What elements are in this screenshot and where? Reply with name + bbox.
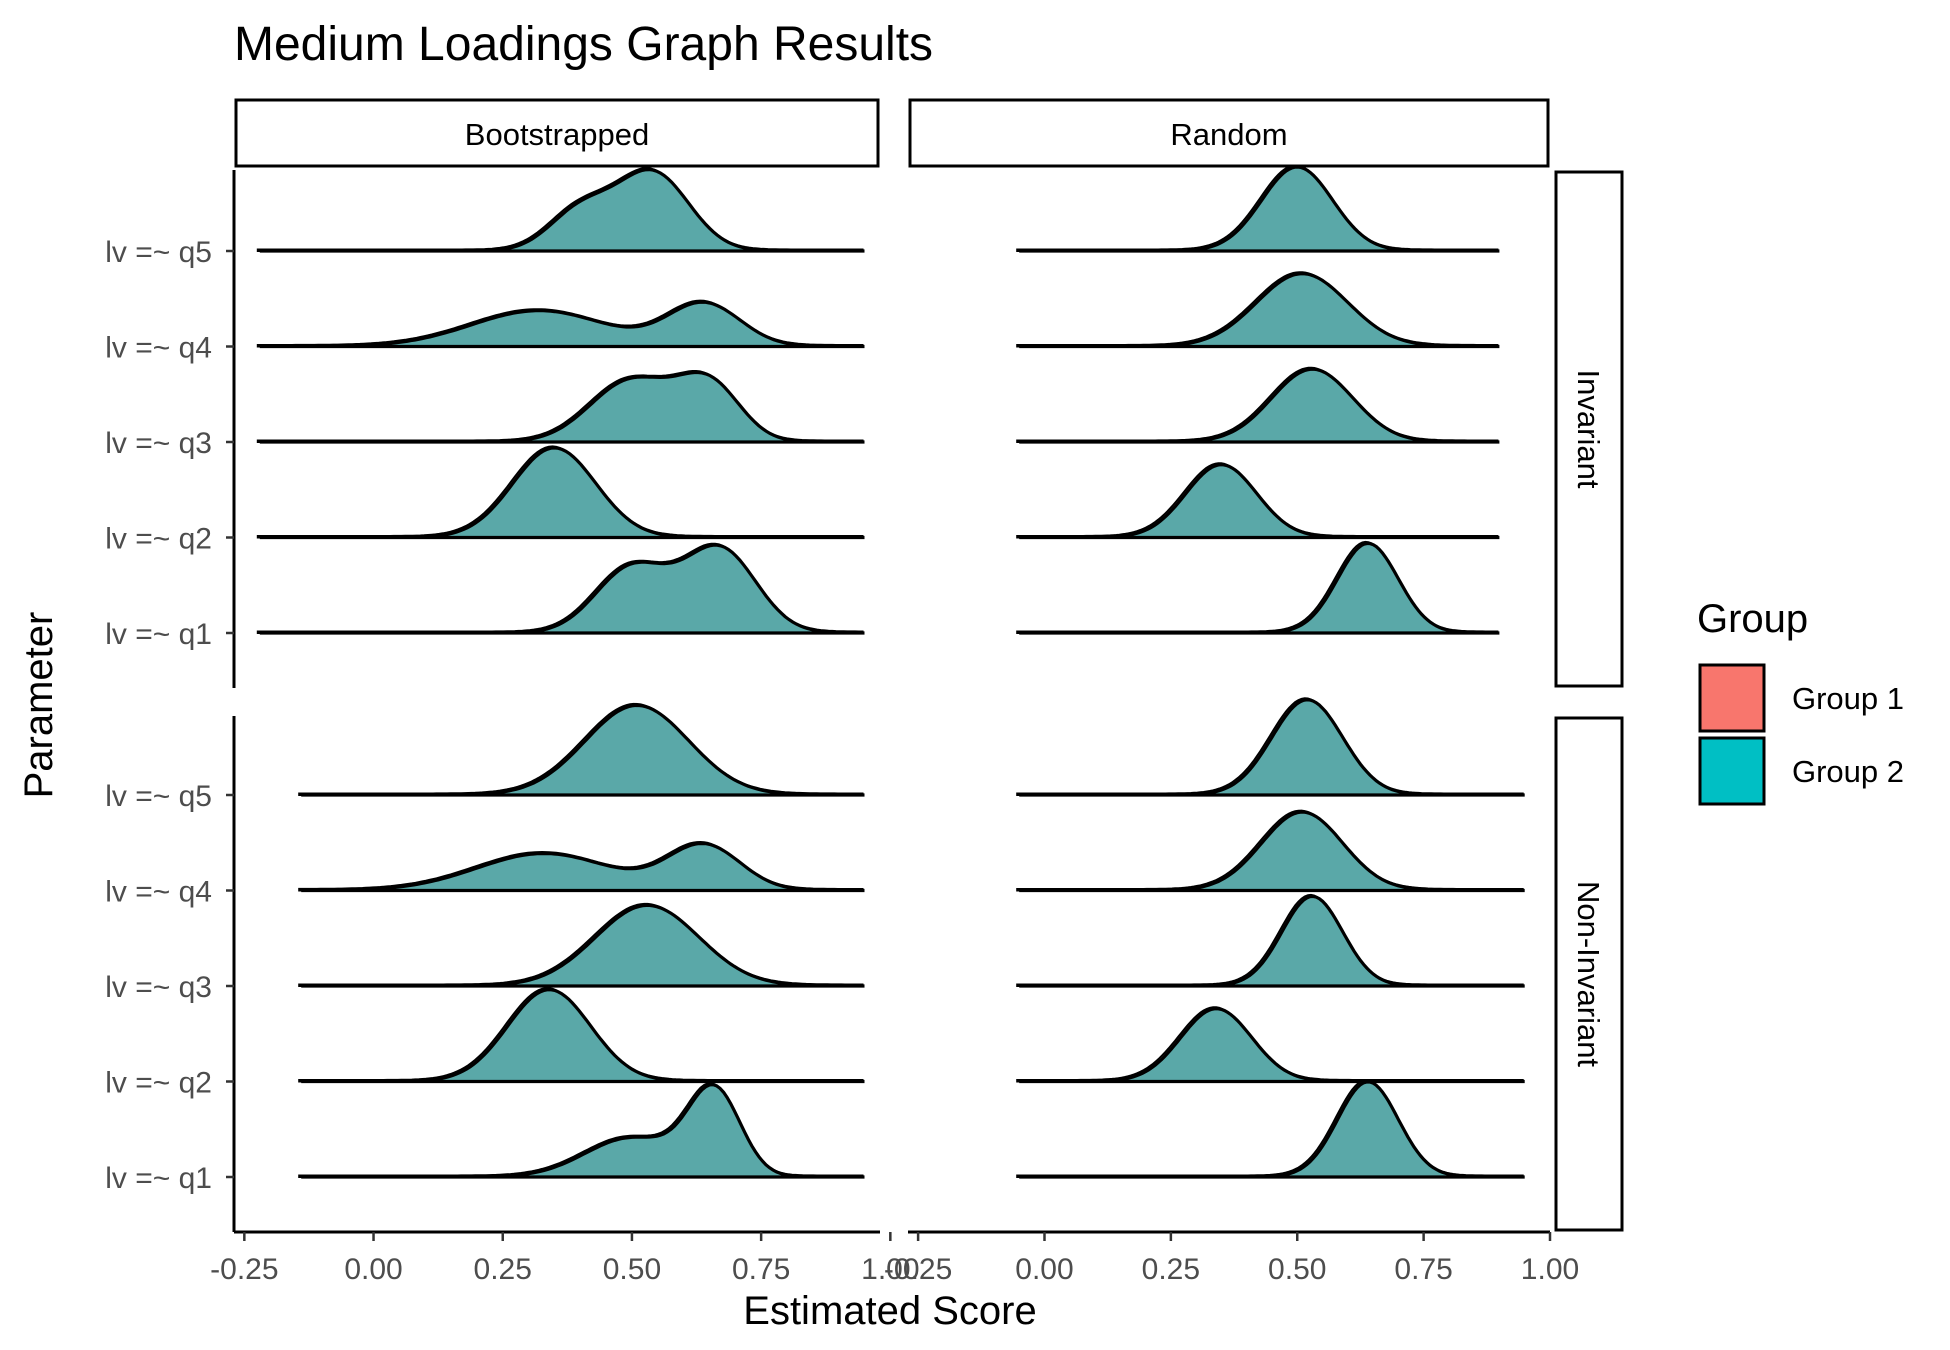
y-tick-label-lv-q4: lv =~ q4 — [105, 332, 212, 365]
ridge-fill-lv-q3 — [259, 372, 865, 442]
ridge-line-lv-q5 — [1019, 165, 1500, 253]
ridge-fill-lv-q2 — [1019, 464, 1500, 538]
ridge-fill-lv-q1 — [259, 545, 865, 633]
legend-label-group-1: Group 1 — [1792, 681, 1904, 716]
legend: Group Group 1 Group 2 — [1697, 597, 1904, 806]
ridge-line-lv-q5 — [301, 703, 865, 797]
ridge-fill-lv-q3 — [301, 905, 865, 986]
strip-bootstrapped: Bootstrapped — [234, 98, 880, 168]
ridge-line-lv-q2 — [259, 446, 865, 540]
x-tick-label: -0.25 — [884, 1253, 952, 1286]
ridge-line-lv-q1 — [301, 1082, 865, 1179]
ridge-fill-lv-q3 — [1019, 369, 1500, 442]
ridge-line-lv-q5 — [1019, 698, 1525, 797]
ridge-line-lv-q2 — [1019, 463, 1500, 540]
ridge-line-lv-q4 — [259, 300, 865, 349]
panel-bootstrapped-invariant — [256, 167, 865, 635]
ridge-fill-lv-q2 — [1019, 1008, 1525, 1082]
panel-bootstrapped-non-invariant — [298, 702, 865, 1179]
legend-title: Group — [1697, 597, 1808, 641]
y-tick-label-lv-q3: lv =~ q3 — [105, 971, 212, 1004]
legend-label-group-2: Group 2 — [1792, 754, 1904, 789]
x-tick-label: 0.00 — [344, 1253, 402, 1286]
y-tick-label-lv-q5: lv =~ q5 — [105, 236, 212, 269]
ridge-fill-lv-q2 — [301, 989, 865, 1082]
ridge-fill-lv-q5 — [301, 705, 865, 795]
x-tick-label: 0.50 — [1268, 1253, 1326, 1286]
strip-label-non-invariant: Non-Invariant — [1571, 881, 1606, 1067]
ridge-line-lv-q1 — [1019, 1080, 1525, 1179]
ridge-fill-lv-q5 — [259, 169, 865, 251]
ridge-line-lv-q3 — [1019, 367, 1500, 444]
ridge-line-lv-q3 — [259, 370, 865, 444]
y-tick-label-lv-q1: lv =~ q1 — [105, 1162, 212, 1195]
ridge-fill-lv-q4 — [1019, 812, 1525, 891]
strip-label-bootstrapped: Bootstrapped — [465, 117, 649, 152]
ridge-fill-lv-q1 — [1019, 1081, 1525, 1177]
y-tick-label-lv-q5: lv =~ q5 — [105, 780, 212, 813]
x-tick-label: 0.00 — [1015, 1253, 1073, 1286]
y-tick-label-lv-q2: lv =~ q2 — [105, 1067, 212, 1100]
ridge-line-lv-q4 — [301, 841, 865, 893]
ridge-line-lv-q3 — [301, 903, 865, 988]
x-tick-label: 1.00 — [861, 1253, 919, 1286]
x-tick-label: 0.75 — [732, 1253, 790, 1286]
x-tick-label: 0.50 — [603, 1253, 661, 1286]
legend-key-group-1 — [1698, 663, 1766, 733]
ridge-fill-lv-q1 — [301, 1084, 865, 1177]
legend-key-group-2 — [1698, 736, 1766, 806]
y-axis-label: Parameter — [17, 612, 61, 799]
strip-random: Random — [908, 98, 1550, 168]
ridge-line-lv-q3 — [1019, 894, 1525, 988]
ridge-line-lv-q2 — [1019, 1007, 1525, 1084]
x-tick-label: 0.25 — [474, 1253, 532, 1286]
ridge-fill-lv-q4 — [259, 302, 865, 347]
ridge-group1-lv-q1 — [1016, 1079, 1524, 1178]
ridge-fill-lv-q1 — [1019, 543, 1500, 633]
ridge-line-lv-q1 — [259, 543, 865, 635]
x-tick-label: 0.25 — [1142, 1253, 1200, 1286]
strip-non-invariant: Non-Invariant — [1554, 716, 1624, 1232]
ridge-fill-lv-q5 — [1019, 699, 1525, 795]
strip-label-random: Random — [1170, 117, 1287, 152]
strip-label-invariant: Invariant — [1571, 370, 1606, 489]
ridge-fill-lv-q4 — [301, 843, 865, 891]
y-tick-label-lv-q2: lv =~ q2 — [105, 523, 212, 556]
panel-random-invariant — [1016, 164, 1500, 635]
ridge-fill-lv-q5 — [1019, 167, 1500, 251]
ridge-line-lv-q2 — [301, 988, 865, 1084]
y-tick-label-lv-q4: lv =~ q4 — [105, 876, 212, 909]
y-tick-label-lv-q3: lv =~ q3 — [105, 427, 212, 460]
chart-title: Medium Loadings Graph Results — [234, 18, 933, 71]
strip-invariant: Invariant — [1554, 170, 1624, 688]
x-tick-label: 1.00 — [1521, 1253, 1579, 1286]
y-tick-label-lv-q1: lv =~ q1 — [105, 618, 212, 651]
x-axis-label: Estimated Score — [743, 1289, 1036, 1333]
x-tick-label: 0.75 — [1394, 1253, 1452, 1286]
ridge-line-lv-q4 — [1019, 272, 1500, 349]
ridge-fill-lv-q3 — [1019, 896, 1525, 986]
ridge-line-lv-q1 — [1019, 541, 1500, 635]
ridge-line-lv-q4 — [1019, 810, 1525, 893]
ridge-fill-lv-q2 — [259, 447, 865, 538]
panel-random-non-invariant — [1016, 697, 1525, 1179]
ridge-fill-lv-q4 — [1019, 273, 1500, 347]
ridge-line-lv-q5 — [259, 167, 865, 253]
x-tick-label: -0.25 — [210, 1253, 278, 1286]
